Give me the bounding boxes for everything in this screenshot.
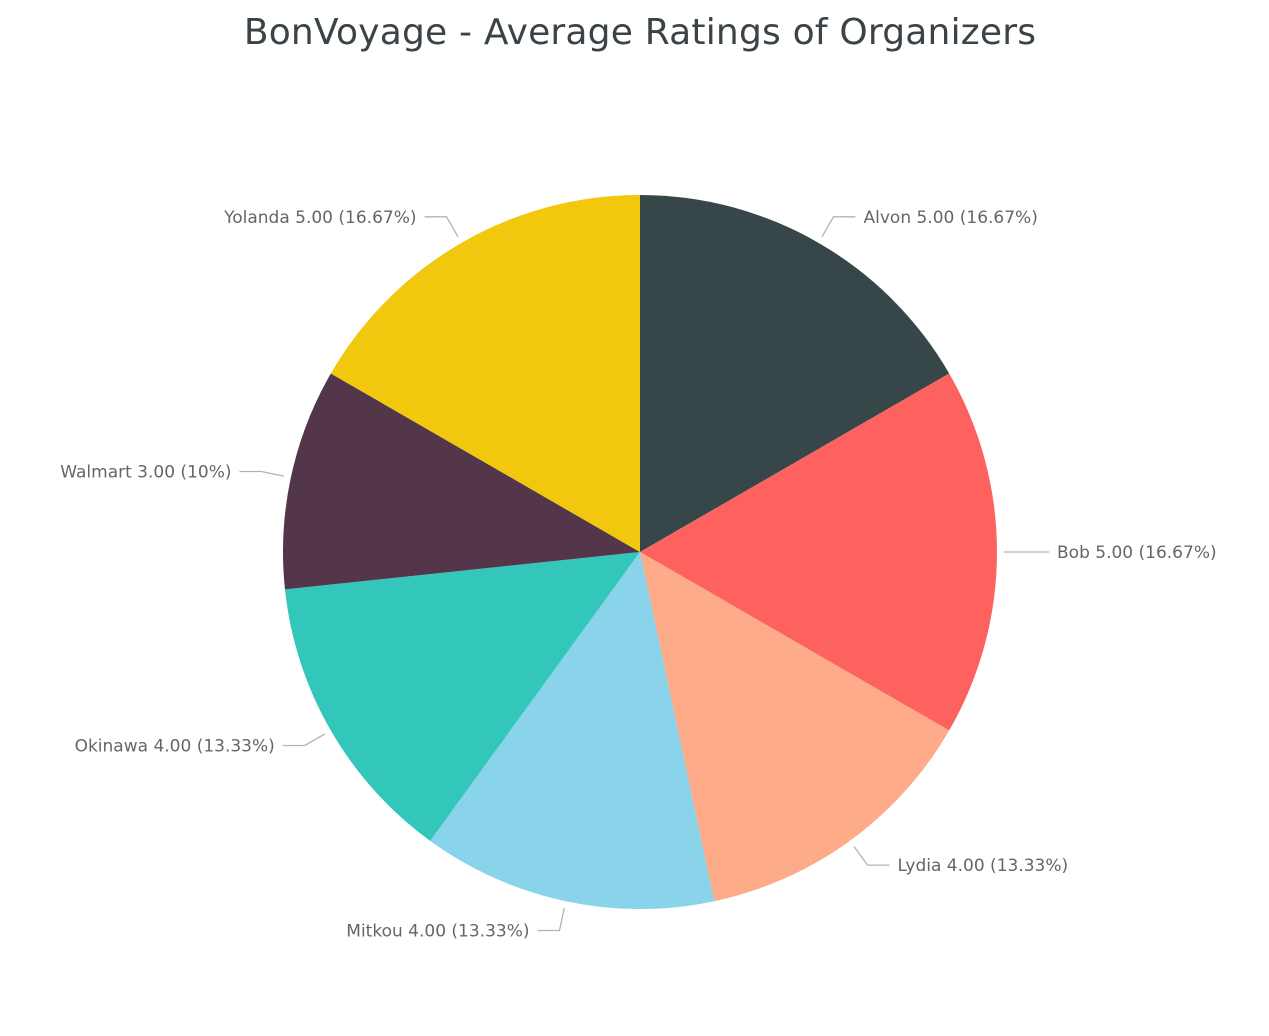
- slice-label-alvon: Alvon 5.00 (16.67%): [864, 208, 1038, 228]
- pie-slices: [283, 195, 997, 910]
- slice-label-walmart: Walmart 3.00 (10%): [60, 463, 231, 483]
- pie-slice-lydia[interactable]: [640, 552, 950, 902]
- slice-label-mitkou: Mitkou 4.00 (13.33%): [346, 922, 529, 942]
- slice-label-lydia: Lydia 4.00 (13.33%): [898, 856, 1069, 876]
- slice-label-bob: Bob 5.00 (16.67%): [1057, 543, 1217, 563]
- pie-slice-walmart[interactable]: [283, 373, 640, 590]
- pie-slice-yolanda[interactable]: [330, 195, 640, 552]
- leader-line-walmart: [239, 470, 285, 477]
- leader-line-mitkou: [537, 907, 565, 932]
- leader-line-lydia: [853, 846, 890, 866]
- leader-line-yolanda: [424, 216, 459, 238]
- slice-label-yolanda: Yolanda 5.00 (16.67%): [223, 208, 416, 228]
- chart-title: BonVoyage - Average Ratings of Organizer…: [243, 12, 1037, 53]
- pie-slice-mitkou[interactable]: [430, 552, 715, 910]
- leader-lines: [239, 216, 1049, 932]
- leader-line-okinawa: [282, 733, 326, 747]
- pie-slice-alvon[interactable]: [640, 195, 950, 552]
- slice-label-okinawa: Okinawa 4.00 (13.33%): [75, 737, 275, 757]
- slice-labels: Alvon 5.00 (16.67%) Bob 5.00 (16.67%) Lydi…: [60, 208, 1216, 942]
- pie-slice-bob[interactable]: [640, 373, 997, 731]
- pie-slice-okinawa[interactable]: [284, 552, 640, 841]
- leader-line-alvon: [821, 216, 856, 238]
